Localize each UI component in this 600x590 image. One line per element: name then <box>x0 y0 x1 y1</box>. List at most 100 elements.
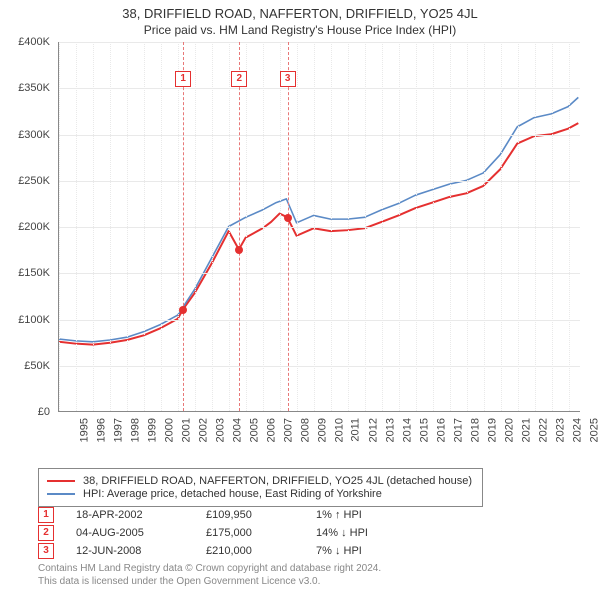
gridline-v <box>178 42 179 411</box>
event-marker-box: 3 <box>280 71 296 87</box>
x-tick-label: 2021 <box>521 418 533 442</box>
gridline-v <box>144 42 145 411</box>
x-tick-label: 2013 <box>385 418 397 442</box>
gridline-v <box>212 42 213 411</box>
legend-label: HPI: Average price, detached house, East… <box>83 488 382 500</box>
x-tick-label: 1998 <box>129 418 141 442</box>
gridline-v <box>297 42 298 411</box>
event-marker-box: 1 <box>175 71 191 87</box>
gridline-v <box>161 42 162 411</box>
x-tick-label: 2009 <box>317 418 329 442</box>
y-tick-label: £250K <box>10 175 50 187</box>
x-tick-label: 2008 <box>300 418 312 442</box>
gridline-v <box>93 42 94 411</box>
gridline-v <box>382 42 383 411</box>
x-tick-label: 2016 <box>436 418 448 442</box>
x-tick-label: 2003 <box>215 418 227 442</box>
chart-area: £0£50K£100K£150K£200K£250K£300K£350K£400… <box>10 42 590 462</box>
y-tick-label: £400K <box>10 36 50 48</box>
event-hpi-delta: 7% ↓ HPI <box>316 545 436 557</box>
x-tick-label: 2001 <box>181 418 193 442</box>
y-tick-label: £0 <box>10 406 50 418</box>
x-tick-label: 2024 <box>572 418 584 442</box>
chart-title-main: 38, DRIFFIELD ROAD, NAFFERTON, DRIFFIELD… <box>0 6 600 21</box>
gridline-v <box>127 42 128 411</box>
x-tick-label: 2019 <box>487 418 499 442</box>
event-price: £210,000 <box>206 545 316 557</box>
y-tick-label: £200K <box>10 221 50 233</box>
y-tick-label: £350K <box>10 82 50 94</box>
y-tick-label: £50K <box>10 360 50 372</box>
x-tick-label: 1996 <box>95 418 107 442</box>
x-tick-label: 2025 <box>589 418 600 442</box>
x-tick-label: 1997 <box>112 418 124 442</box>
gridline-v <box>59 42 60 411</box>
legend-row: 38, DRIFFIELD ROAD, NAFFERTON, DRIFFIELD… <box>47 475 472 487</box>
gridline-v <box>76 42 77 411</box>
event-hpi-delta: 1% ↑ HPI <box>316 509 436 521</box>
gridline-v <box>399 42 400 411</box>
events-table-row: 118-APR-2002£109,9501% ↑ HPI <box>38 506 436 524</box>
event-dot <box>179 306 187 314</box>
event-hpi-delta: 14% ↓ HPI <box>316 527 436 539</box>
event-line <box>239 42 240 411</box>
gridline-v <box>348 42 349 411</box>
gridline-v <box>450 42 451 411</box>
event-index-box: 1 <box>38 507 54 523</box>
legend-label: 38, DRIFFIELD ROAD, NAFFERTON, DRIFFIELD… <box>83 475 472 487</box>
gridline-v <box>433 42 434 411</box>
legend-swatch <box>47 480 75 483</box>
x-tick-label: 2007 <box>283 418 295 442</box>
gridline-v <box>552 42 553 411</box>
event-date: 18-APR-2002 <box>76 509 206 521</box>
gridline-v <box>569 42 570 411</box>
event-dot <box>235 246 243 254</box>
events-table-row: 312-JUN-2008£210,0007% ↓ HPI <box>38 542 436 560</box>
y-tick-label: £150K <box>10 267 50 279</box>
gridline-v <box>484 42 485 411</box>
x-tick-label: 2023 <box>555 418 567 442</box>
legend-swatch <box>47 493 75 496</box>
x-tick-label: 2022 <box>538 418 550 442</box>
chart-title-sub: Price paid vs. HM Land Registry's House … <box>0 23 600 37</box>
events-table-row: 204-AUG-2005£175,00014% ↓ HPI <box>38 524 436 542</box>
event-dot <box>284 214 292 222</box>
x-tick-label: 1995 <box>78 418 90 442</box>
gridline-v <box>518 42 519 411</box>
x-tick-label: 2015 <box>419 418 431 442</box>
x-tick-label: 2017 <box>453 418 465 442</box>
y-tick-label: £300K <box>10 129 50 141</box>
gridline-v <box>535 42 536 411</box>
gridline-v <box>416 42 417 411</box>
footer-line-1: Contains HM Land Registry data © Crown c… <box>38 563 381 576</box>
event-marker-box: 2 <box>231 71 247 87</box>
gridline-v <box>110 42 111 411</box>
gridline-v <box>365 42 366 411</box>
gridline-v <box>501 42 502 411</box>
event-line <box>183 42 184 411</box>
x-tick-label: 2005 <box>249 418 261 442</box>
x-tick-label: 2020 <box>504 418 516 442</box>
gridline-v <box>331 42 332 411</box>
footer-line-2: This data is licensed under the Open Gov… <box>38 576 381 589</box>
gridline-v <box>263 42 264 411</box>
x-tick-label: 1999 <box>146 418 158 442</box>
legend-row: HPI: Average price, detached house, East… <box>47 488 472 500</box>
x-tick-label: 2018 <box>470 418 482 442</box>
x-tick-label: 2002 <box>198 418 210 442</box>
event-line <box>288 42 289 411</box>
gridline-v <box>314 42 315 411</box>
x-tick-label: 2014 <box>402 418 414 442</box>
event-price: £175,000 <box>206 527 316 539</box>
x-tick-label: 2010 <box>334 418 346 442</box>
plot-region: 1 2 3 <box>58 42 580 412</box>
x-tick-label: 2011 <box>350 418 362 442</box>
gridline-v <box>280 42 281 411</box>
event-index-box: 3 <box>38 543 54 559</box>
gridline-v <box>467 42 468 411</box>
footer-attribution: Contains HM Land Registry data © Crown c… <box>38 563 381 588</box>
chart-title-block: 38, DRIFFIELD ROAD, NAFFERTON, DRIFFIELD… <box>0 0 600 41</box>
x-tick-label: 2000 <box>164 418 176 442</box>
gridline-v <box>195 42 196 411</box>
gridline-v <box>229 42 230 411</box>
